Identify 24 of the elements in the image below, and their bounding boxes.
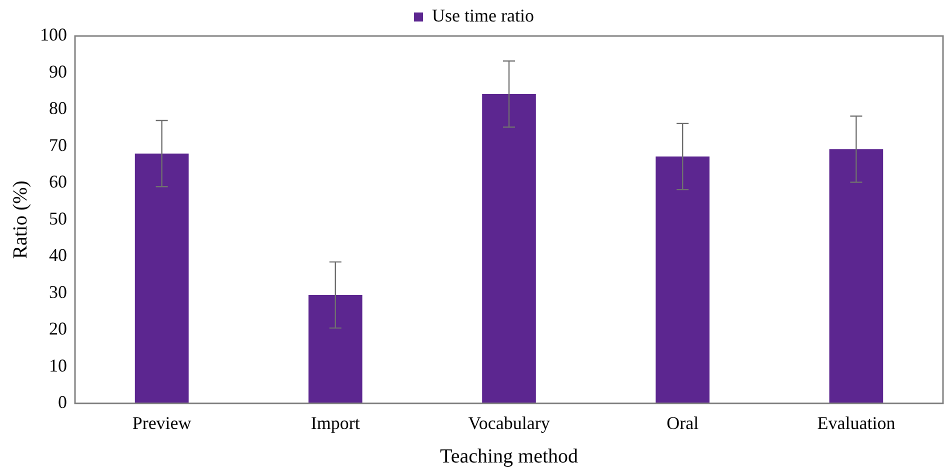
legend-label: Use time ratio <box>432 6 534 26</box>
y-tick-label: 20 <box>49 318 67 339</box>
bar <box>308 295 362 404</box>
y-tick-label: 70 <box>49 134 67 155</box>
y-tick-label: 40 <box>49 245 67 266</box>
x-tick-label: Vocabulary <box>468 412 550 433</box>
bar <box>829 149 884 404</box>
y-tick-label: 0 <box>58 392 67 412</box>
y-tick-label: 10 <box>49 355 67 376</box>
x-axis-title: Teaching method <box>440 445 578 468</box>
y-tick-label: 80 <box>49 98 67 118</box>
y-axis-title: Ratio (%) <box>9 180 32 259</box>
x-tick-label: Import <box>310 412 360 433</box>
x-tick-label: Preview <box>132 412 192 433</box>
x-tick-label: Oral <box>666 412 699 433</box>
y-tick-label: 30 <box>49 282 67 302</box>
y-tick-label: 50 <box>49 208 67 228</box>
y-tick-label: 60 <box>49 172 67 192</box>
bar <box>656 156 710 404</box>
y-tick-label: 100 <box>40 24 67 45</box>
y-tick-label: 90 <box>49 61 67 82</box>
bar <box>134 154 189 404</box>
x-tick-label: Evaluation <box>817 412 896 433</box>
bar <box>482 94 536 404</box>
